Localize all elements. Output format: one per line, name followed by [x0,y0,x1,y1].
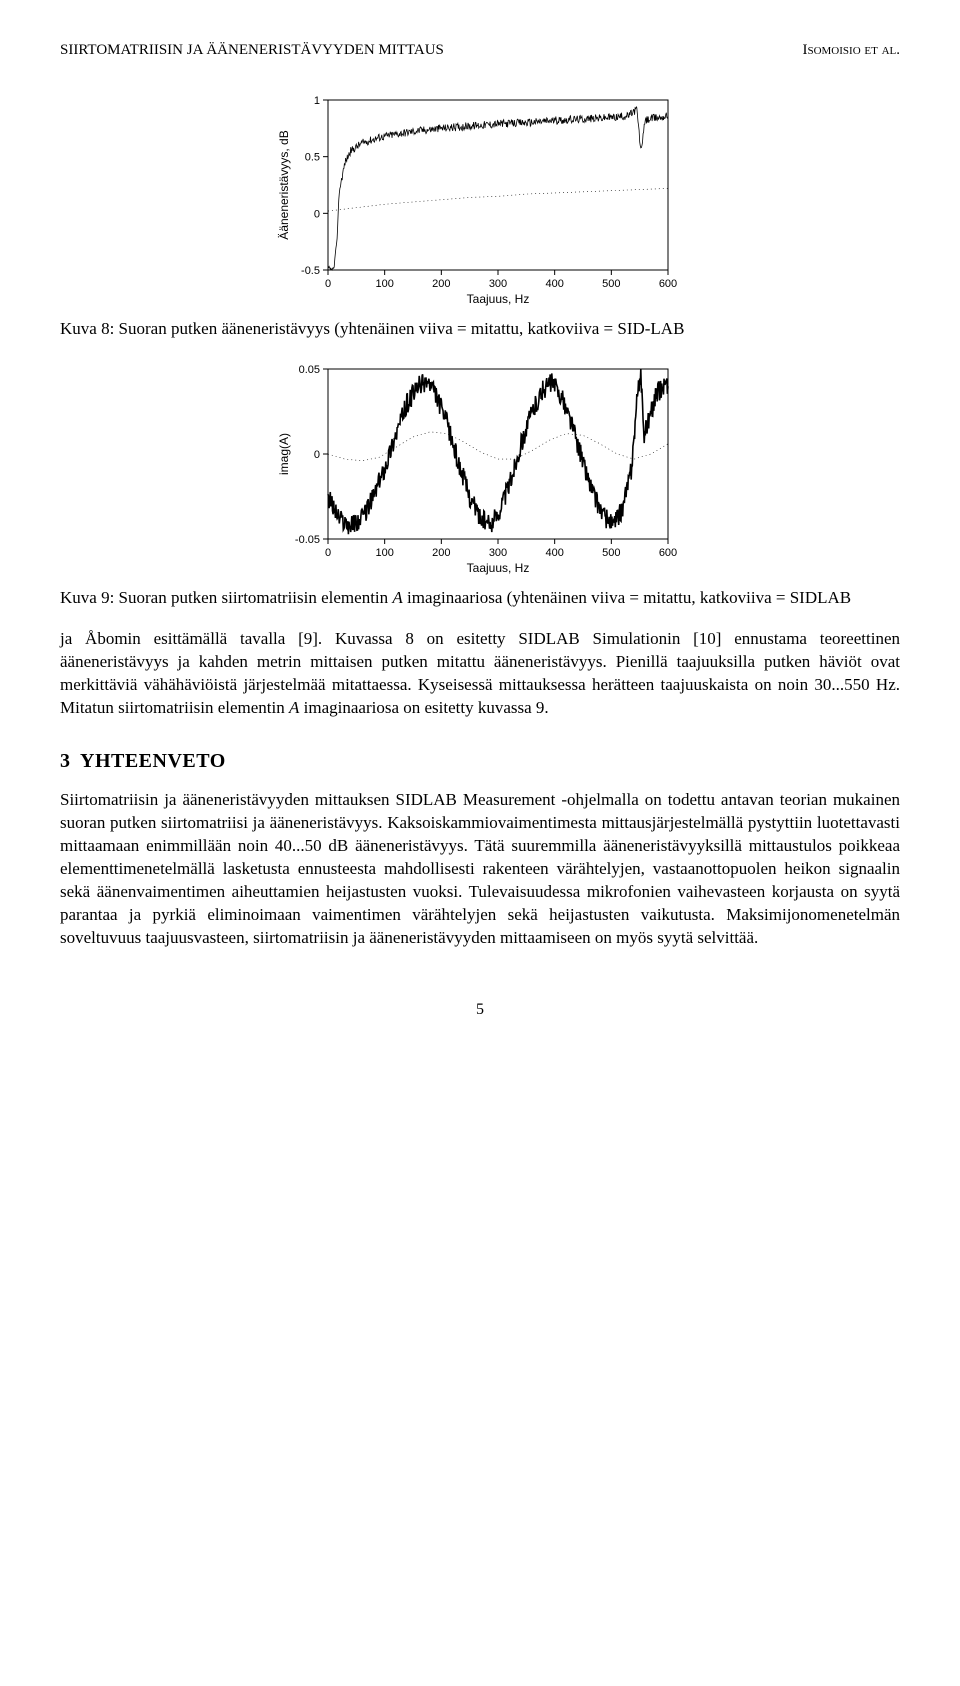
svg-text:400: 400 [545,278,563,290]
svg-text:600: 600 [659,547,677,559]
section-number: 3 [60,750,70,772]
svg-text:Taajuus, Hz: Taajuus, Hz [467,561,530,575]
caption-figure-9: Kuva 9: Suoran putken siirtomatriisin el… [60,587,900,610]
svg-text:100: 100 [375,547,393,559]
svg-text:0.05: 0.05 [299,364,320,376]
caption-9-suffix: imaginaariosa (yhtenäinen viiva = mitatt… [403,588,851,607]
svg-text:1: 1 [314,95,320,107]
figure-8: 0 100 200 300 400 500 600 -0.5 0 0.5 1 Taajuus, Hz Ä… [60,90,900,310]
caption-9-prefix: Kuva 9: Suoran putken siirtomatriisin el… [60,588,392,607]
running-header: SIIRTOMATRIISIN JA ÄÄNENERISTÄVYYDEN MIT… [60,40,900,60]
chart-sound-insulation: 0 100 200 300 400 500 600 -0.5 0 0.5 1 Taajuus, Hz Ä… [270,90,690,310]
chart-imag-a: 0 100 200 300 400 500 600 -0.05 0 0.05 Taajuus, Hz… [270,359,690,579]
svg-text:600: 600 [659,278,677,290]
svg-text:-0.05: -0.05 [295,534,320,546]
para1-italic: A [289,698,299,717]
body-paragraph-2: Siirtomatriisin ja ääneneristävyyden mit… [60,789,900,950]
svg-text:200: 200 [432,547,450,559]
page-number: 5 [60,999,900,1021]
svg-text:imag(A): imag(A) [277,433,291,475]
svg-text:300: 300 [489,547,507,559]
svg-text:Ääneneristävyys, dB: Ääneneristävyys, dB [277,131,291,240]
para1-b: imaginaariosa on esitetty kuvassa 9. [299,698,548,717]
header-right: Isomoisio et al. [802,40,900,60]
svg-text:-0.5: -0.5 [301,265,320,277]
caption-8-text: Kuva 8: Suoran putken ääneneristävyys (y… [60,319,684,338]
caption-9-italic: A [392,588,402,607]
header-left: SIIRTOMATRIISIN JA ÄÄNENERISTÄVYYDEN MIT… [60,40,444,60]
svg-text:Taajuus, Hz: Taajuus, Hz [467,292,530,306]
svg-text:0: 0 [314,209,320,221]
section-heading: 3 YHTEENVETO [60,748,900,775]
caption-figure-8: Kuva 8: Suoran putken ääneneristävyys (y… [60,318,900,341]
svg-text:200: 200 [432,278,450,290]
svg-text:300: 300 [489,278,507,290]
svg-text:0: 0 [314,449,320,461]
body-paragraph-1: ja Åbomin esittämällä tavalla [9]. Kuvas… [60,628,900,720]
svg-text:500: 500 [602,547,620,559]
svg-text:0: 0 [325,278,331,290]
svg-text:400: 400 [545,547,563,559]
figure-9: 0 100 200 300 400 500 600 -0.05 0 0.05 Taajuus, Hz… [60,359,900,579]
svg-text:100: 100 [375,278,393,290]
section-title: YHTEENVETO [80,750,226,772]
svg-text:0: 0 [325,547,331,559]
svg-text:500: 500 [602,278,620,290]
svg-text:0.5: 0.5 [305,152,320,164]
